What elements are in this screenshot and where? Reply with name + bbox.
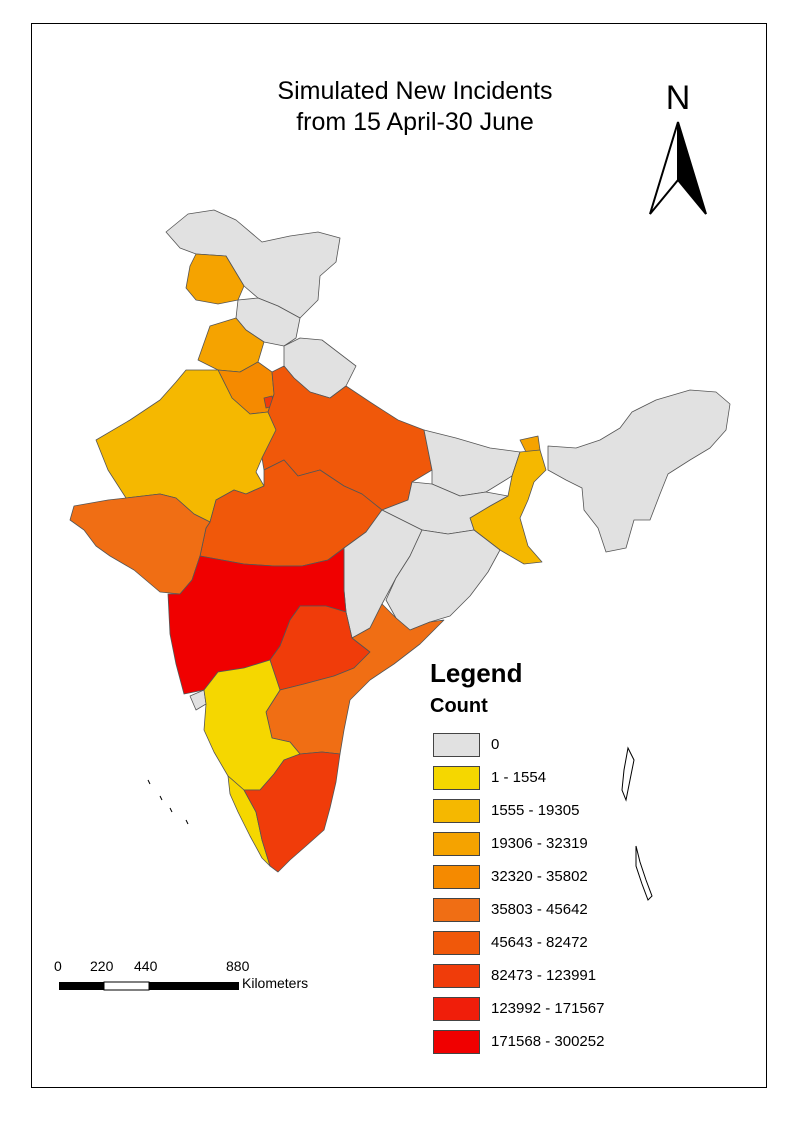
- legend-item: 1555 - 19305: [433, 799, 683, 823]
- region-jk-west: [185, 253, 245, 305]
- legend-label: 123992 - 171567: [491, 1000, 605, 1017]
- region-nicobar-islands: [635, 845, 653, 901]
- legend-swatch: [433, 766, 480, 790]
- legend-swatch: [433, 997, 480, 1021]
- scale-tick-440: 440: [134, 958, 158, 974]
- region-lakshadweep: [147, 779, 189, 825]
- legend-swatch: [433, 733, 480, 757]
- legend-items: 0 1 - 1554 1555 - 19305 19306 - 32319 32320 …: [430, 733, 690, 1063]
- region-northeast: [547, 389, 731, 553]
- region-bihar: [423, 429, 521, 497]
- legend-swatch: [433, 799, 480, 823]
- legend-title: Legend: [430, 658, 523, 688]
- legend-item: 171568 - 300252: [433, 1030, 683, 1054]
- scale-tick-0: 0: [54, 958, 62, 974]
- legend-item: 123992 - 171567: [433, 997, 683, 1021]
- map-title-line-1: Simulated New Incidents: [277, 77, 553, 105]
- legend-subtitle: Count: [430, 695, 488, 717]
- scale-bar-graphic: [59, 981, 239, 991]
- legend-item: 45643 - 82472: [433, 931, 683, 955]
- north-arrow: N: [640, 80, 720, 220]
- map-title: Simulated New Incidents from 15 April-30…: [200, 76, 630, 138]
- scale-tick-880: 880: [226, 958, 250, 974]
- legend-label: 0: [491, 736, 500, 753]
- legend-label: 82473 - 123991: [491, 967, 597, 984]
- legend-label: 45643 - 82472: [491, 934, 588, 951]
- scale-bar: 0 220 440 880 Kilometers: [50, 958, 350, 998]
- region-andaman-islands: [621, 746, 635, 802]
- legend-item: 35803 - 45642: [433, 898, 683, 922]
- legend-swatch: [433, 931, 480, 955]
- region-andhra: [265, 603, 445, 755]
- legend-label: 19306 - 32319: [491, 835, 588, 852]
- legend-swatch: [433, 832, 480, 856]
- north-arrow-icon: [649, 121, 707, 215]
- legend-item: 0: [433, 733, 683, 757]
- legend-swatch: [433, 898, 480, 922]
- region-goa: [189, 689, 207, 711]
- legend-item: 19306 - 32319: [433, 832, 683, 856]
- legend-label: 1555 - 19305: [491, 802, 580, 819]
- legend-swatch: [433, 964, 480, 988]
- region-tamil-nadu: [243, 751, 341, 873]
- region-odisha: [385, 529, 501, 631]
- legend-item: 1 - 1554: [433, 766, 683, 790]
- legend: Legend Count 0 1 - 1554 1555 - 19305 19306 …: [430, 658, 690, 1054]
- legend-label: 1 - 1554: [491, 769, 547, 786]
- legend-item: 32320 - 35802: [433, 865, 683, 889]
- scale-unit: Kilometers: [242, 975, 309, 991]
- legend-swatch: [433, 1030, 480, 1054]
- north-label: N: [665, 79, 691, 117]
- legend-item: 82473 - 123991: [433, 964, 683, 988]
- legend-label: 32320 - 35802: [491, 868, 588, 885]
- scale-tick-220: 220: [90, 958, 114, 974]
- map-frame: [31, 23, 767, 1088]
- map-title-line-2: from 15 April-30 June: [296, 108, 534, 136]
- legend-label: 171568 - 300252: [491, 1033, 605, 1050]
- legend-swatch: [433, 865, 480, 889]
- legend-label: 35803 - 45642: [491, 901, 588, 918]
